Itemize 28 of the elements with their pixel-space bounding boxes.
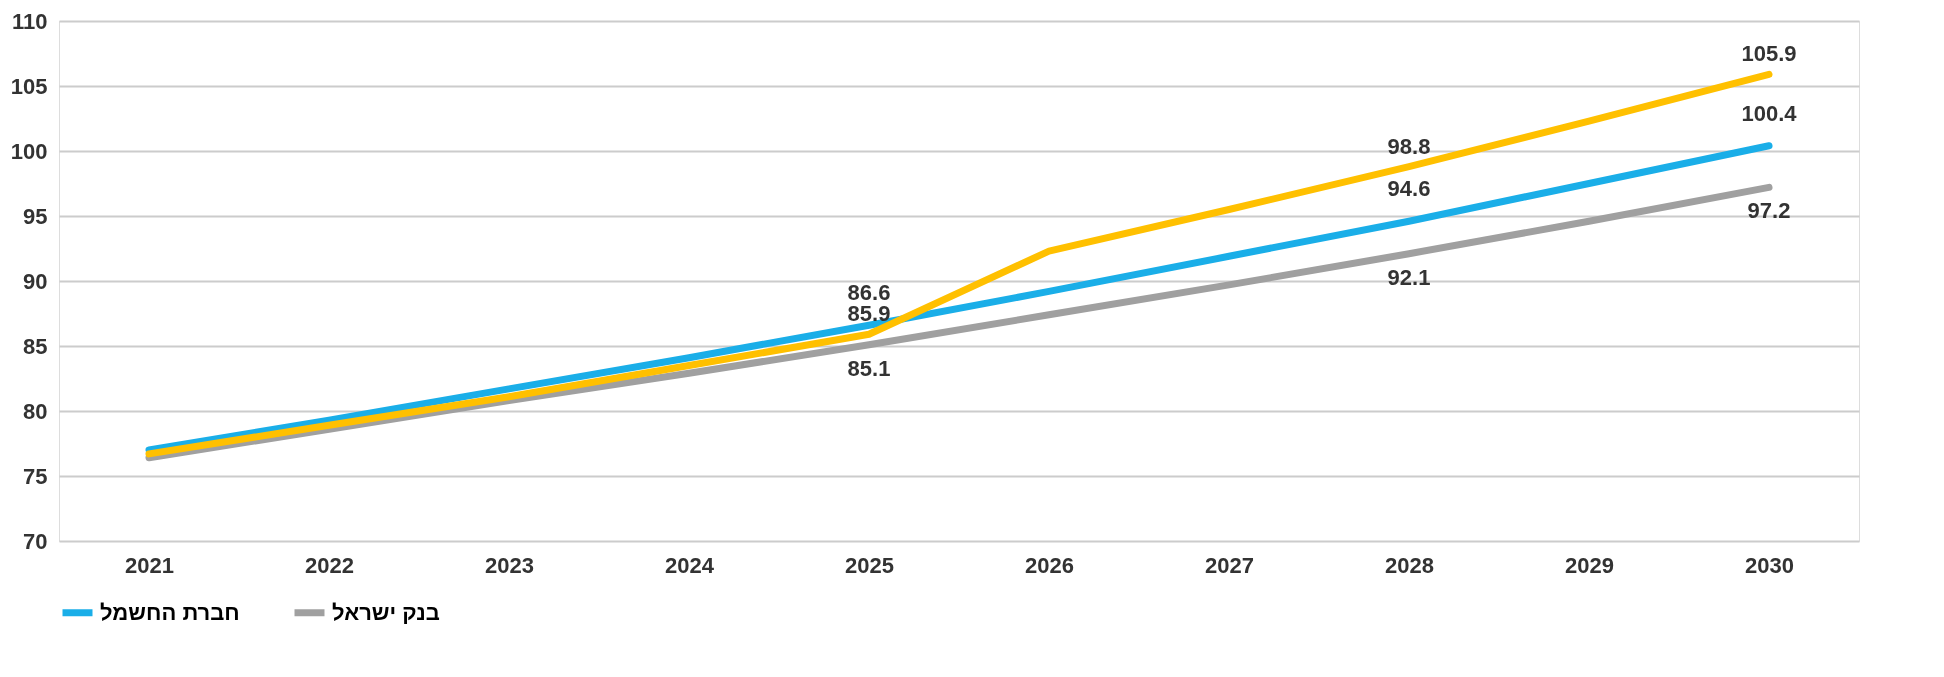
x-tick-label: 2027	[1205, 552, 1254, 578]
data-label: 105.9	[1741, 41, 1797, 67]
x-tick-label: 2022	[305, 552, 354, 578]
legend-label: בנק ישראל	[332, 599, 440, 625]
x-tick-label: 2025	[845, 552, 894, 578]
x-tick-label: 2030	[1745, 552, 1794, 578]
x-tick-label: 2029	[1565, 552, 1614, 578]
y-tick-label: 80	[23, 398, 48, 424]
x-tick-label: 2024	[665, 552, 715, 578]
y-tick-label: 70	[23, 528, 48, 554]
legend-label: חברת החשמל	[100, 599, 240, 625]
x-tick-label: 2028	[1385, 552, 1434, 578]
data-label: 85.1	[847, 355, 891, 381]
data-label: 94.6	[1387, 176, 1431, 202]
data-label: 98.8	[1387, 133, 1431, 159]
y-tick-label: 100	[10, 138, 48, 164]
data-label: 100.4	[1741, 100, 1798, 126]
y-tick-label: 105	[10, 73, 48, 99]
y-tick-label: 95	[23, 203, 48, 229]
x-tick-label: 2021	[125, 552, 174, 578]
x-tick-label: 2023	[485, 552, 534, 578]
y-tick-label: 90	[23, 268, 48, 294]
y-tick-label: 75	[23, 463, 48, 489]
y-tick-label: 110	[12, 8, 48, 34]
data-label: 92.1	[1387, 264, 1431, 290]
x-tick-label: 2026	[1025, 552, 1074, 578]
data-label: 97.2	[1747, 198, 1791, 224]
y-tick-label: 85	[23, 333, 48, 359]
